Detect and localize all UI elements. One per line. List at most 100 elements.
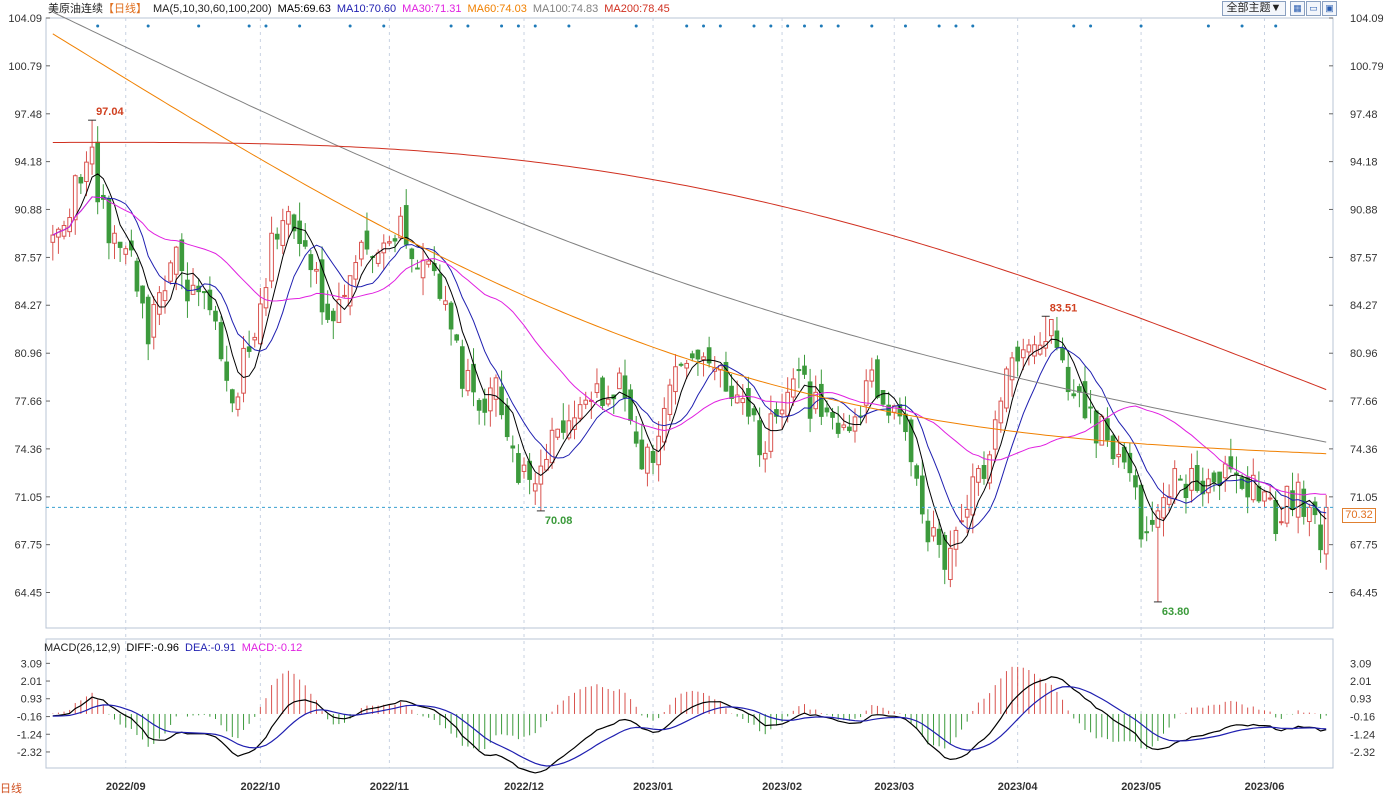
candle: [807, 368, 813, 433]
ma30-value: MA30:71.31: [402, 3, 462, 15]
candle: [684, 359, 690, 379]
y-tick-label-left: 90.88: [14, 204, 42, 216]
candle-body: [336, 299, 342, 323]
candle-body: [1048, 319, 1054, 337]
candle: [1323, 495, 1329, 570]
candle-body: [1228, 456, 1234, 470]
period-tab[interactable]: 日线: [0, 783, 22, 795]
candle-body: [1105, 418, 1110, 441]
candle-body: [465, 369, 471, 392]
candle-body: [802, 365, 807, 375]
signal-dot: [1139, 24, 1143, 28]
candle-body: [869, 369, 875, 382]
macd-params[interactable]: MACD(26,12,9): [44, 642, 121, 654]
macd-header: MACD(26,12,9) DIFF:-0.96 DEA:-0.91 MACD:-0.…: [44, 640, 308, 656]
candle: [875, 355, 880, 400]
y-tick-label-right: 67.75: [1350, 540, 1378, 552]
candle: [1116, 435, 1121, 468]
candle-body: [381, 242, 387, 254]
signal-dot: [197, 24, 201, 28]
candle: [970, 463, 976, 534]
candle: [734, 380, 740, 404]
candle-body: [224, 361, 230, 381]
y-tick-label-left: 71.05: [14, 492, 42, 504]
grid-icon[interactable]: ▦: [1290, 1, 1305, 16]
candle: [555, 428, 560, 441]
candle-body: [824, 407, 830, 413]
candle-body: [1009, 357, 1015, 381]
chart-grid: [45, 17, 1334, 769]
candle: [1312, 496, 1318, 524]
candle: [1060, 337, 1065, 363]
y-tick-label-right: 104.09: [1350, 13, 1384, 25]
signal-dot: [836, 24, 840, 28]
candle-body: [1245, 476, 1250, 498]
candle: [1127, 442, 1133, 482]
candle: [263, 278, 269, 317]
candle-body: [987, 454, 992, 484]
candle: [179, 233, 185, 290]
candle-body: [168, 262, 173, 282]
restore-icon[interactable]: ▣: [1322, 1, 1337, 16]
ma10-line: [52, 196, 1327, 529]
candle-body: [1082, 381, 1088, 419]
signal-dot: [567, 24, 571, 28]
candle: [274, 227, 280, 250]
candle: [1020, 338, 1026, 371]
candle-body: [830, 412, 835, 418]
minimize-icon[interactable]: ▭: [1306, 1, 1321, 16]
signal-dot: [500, 24, 504, 28]
candle-body: [504, 405, 510, 438]
candle-body: [908, 419, 914, 463]
candle-body: [600, 377, 605, 406]
theme-dropdown-button[interactable]: 全部主题▼: [1222, 1, 1286, 16]
period-label[interactable]: 【日线】: [103, 3, 147, 15]
last-price-tag: 70.32: [1342, 508, 1376, 523]
signal-dot: [937, 24, 941, 28]
candle: [190, 268, 196, 295]
x-tick-label: 2023/01: [633, 781, 673, 793]
candle-body: [330, 310, 336, 322]
candle: [1093, 409, 1099, 459]
macd-tick-label-left: 0.93: [21, 694, 42, 706]
candle-body: [448, 302, 454, 330]
ma-params[interactable]: MA(5,10,30,60,100,200): [153, 3, 272, 15]
main-frame: [45, 17, 1334, 629]
extreme-label: 63.80: [1162, 606, 1190, 618]
candle: [577, 396, 583, 423]
candle: [100, 184, 106, 209]
candle: [1043, 316, 1049, 357]
candle: [1178, 474, 1183, 481]
candle-body: [179, 239, 185, 272]
candle: [134, 257, 140, 297]
candle-body: [392, 238, 398, 242]
candle: [72, 174, 78, 235]
candle-body: [274, 233, 280, 240]
y-tick-label-left: 67.75: [14, 540, 42, 552]
candle-body: [347, 275, 353, 307]
candle: [1004, 366, 1009, 413]
candle: [330, 308, 336, 340]
candle: [633, 416, 639, 448]
candle: [95, 126, 101, 215]
candle: [987, 450, 992, 490]
x-tick-label: 2022/11: [370, 781, 409, 793]
candle: [1144, 516, 1150, 542]
macd-tick-label-left: 2.01: [21, 676, 42, 688]
candle: [1065, 351, 1071, 401]
extreme-label: 83.51: [1050, 302, 1078, 314]
candle-body: [280, 220, 286, 246]
candle-body: [919, 475, 925, 515]
macd-tick-label-left: 3.09: [21, 658, 42, 670]
candle: [398, 206, 403, 241]
candle: [471, 348, 476, 407]
candle-body: [1060, 348, 1065, 361]
candle: [953, 526, 959, 567]
candle-body: [796, 369, 802, 372]
candle-body: [790, 378, 796, 398]
macd-tick-label-left: -2.32: [17, 747, 42, 759]
candle: [1307, 503, 1312, 537]
candle-body: [645, 446, 650, 474]
candle: [925, 509, 931, 552]
